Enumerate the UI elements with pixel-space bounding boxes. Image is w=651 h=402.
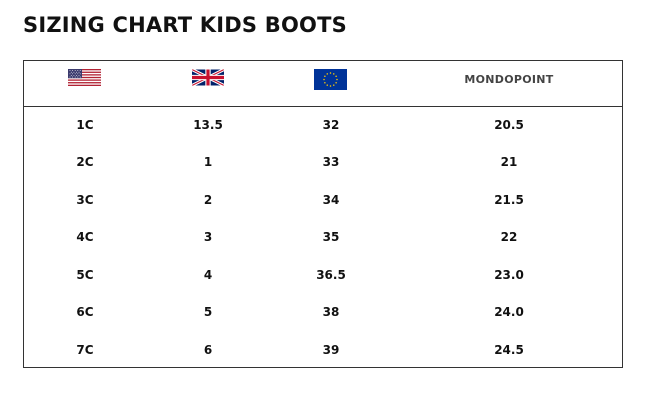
uk-size-cell: 5	[203, 305, 213, 319]
mondopoint-cell: 24.0	[494, 305, 524, 319]
eu-size-cell: 39	[322, 343, 340, 357]
mondopoint-cell: 24.5	[494, 343, 524, 357]
uk-size-cell: 6	[203, 343, 213, 357]
us-size-cell: 1C	[76, 118, 94, 132]
mondopoint-cell: 21.5	[494, 193, 524, 207]
mondopoint-cell: 20.5	[494, 118, 524, 132]
uk-size-cell: 13.5	[193, 118, 223, 132]
mondopoint-cell: 21	[500, 155, 518, 169]
uk-size-cell: 2	[203, 193, 213, 207]
eu-flag-icon	[314, 69, 347, 90]
us-size-cell: 2C	[76, 155, 94, 169]
eu-size-cell: 33	[322, 155, 340, 169]
eu-size-cell: 36.5	[316, 268, 346, 282]
us-size-cell: 3C	[76, 193, 94, 207]
eu-size-cell: 32	[322, 118, 340, 132]
us-size-cell: 6C	[76, 305, 94, 319]
table-header-row: MONDOPOINT	[24, 61, 622, 107]
eu-size-cell: 35	[322, 230, 340, 244]
mondopoint-cell: 22	[500, 230, 518, 244]
us-size-cell: 4C	[76, 230, 94, 244]
uk-size-cell: 3	[203, 230, 213, 244]
mondopoint-cell: 23.0	[494, 268, 524, 282]
page-title: SIZING CHART KIDS BOOTS	[23, 13, 347, 37]
eu-size-cell: 34	[322, 193, 340, 207]
uk-size-cell: 1	[203, 155, 213, 169]
uk-size-cell: 4	[203, 268, 213, 282]
uk-flag-icon	[192, 69, 224, 86]
eu-size-cell: 38	[322, 305, 340, 319]
mondopoint-header: MONDOPOINT	[464, 73, 554, 86]
us-size-cell: 5C	[76, 268, 94, 282]
size-table: MONDOPOINT 1C 13.5 32 20.5 2C 1 33 21 3C…	[23, 60, 623, 368]
us-flag-icon	[68, 69, 101, 86]
us-size-cell: 7C	[76, 343, 94, 357]
